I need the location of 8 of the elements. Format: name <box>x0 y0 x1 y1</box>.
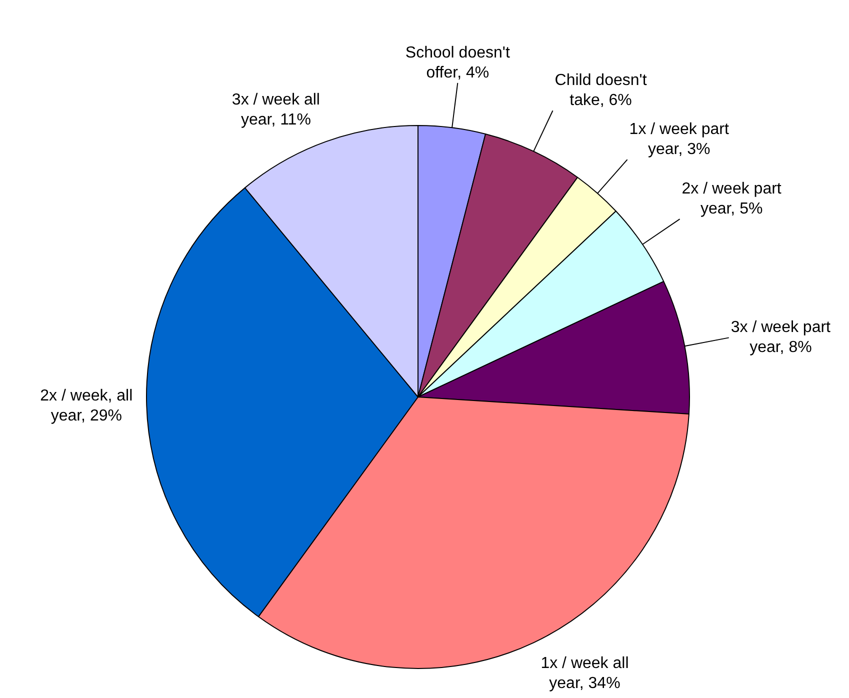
slice-label: 2x / week part year, 5% <box>682 180 782 218</box>
slice-label: School doesn't offer, 4% <box>405 44 510 82</box>
slice-label: 2x / week, all year, 29% <box>40 387 133 424</box>
slice-label: 3x / week all year, 11% <box>232 92 320 129</box>
slice-label: Child doesn't take, 6% <box>554 72 648 110</box>
slice-label: 1x / week all year, 34% <box>540 654 629 692</box>
slice-label: 3x / week part year, 8% <box>730 319 832 356</box>
slice-label: 1x / week part year, 3% <box>629 120 730 158</box>
